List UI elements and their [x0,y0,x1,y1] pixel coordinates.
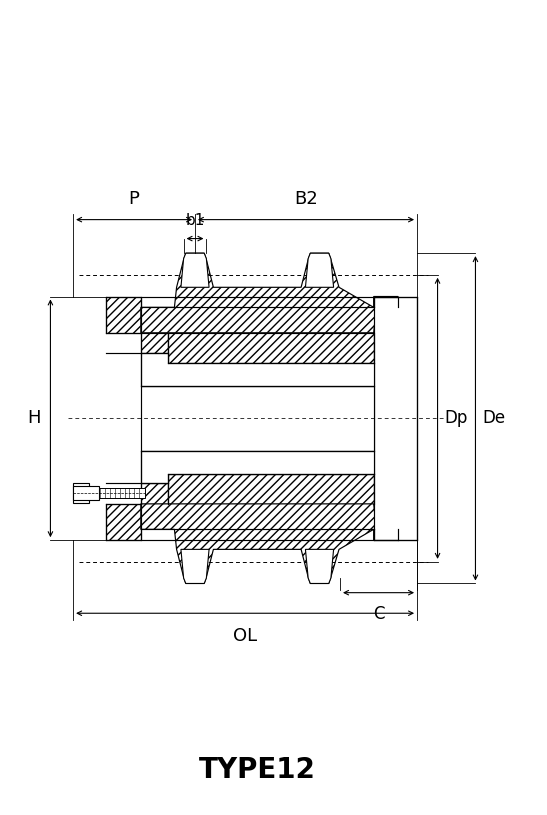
Text: P: P [129,190,139,208]
Text: Dp: Dp [444,409,468,427]
Polygon shape [305,253,334,288]
Polygon shape [141,385,374,451]
Polygon shape [168,474,374,504]
Polygon shape [141,354,374,385]
Text: b1: b1 [185,213,205,227]
Polygon shape [73,486,99,500]
Polygon shape [106,297,141,333]
Text: B2: B2 [294,190,318,208]
Polygon shape [374,297,417,540]
Polygon shape [106,504,141,540]
Text: C: C [373,605,385,623]
Polygon shape [73,483,89,503]
Text: H: H [27,409,40,427]
Text: TYPE12: TYPE12 [199,756,316,784]
Polygon shape [141,333,168,354]
Polygon shape [99,488,144,498]
Polygon shape [305,549,334,584]
Polygon shape [141,483,168,504]
Polygon shape [141,504,398,584]
Text: OL: OL [233,627,257,645]
Polygon shape [168,333,374,363]
Polygon shape [141,253,398,333]
Polygon shape [141,451,374,483]
Text: De: De [482,409,505,427]
Polygon shape [181,549,209,584]
Polygon shape [181,253,209,288]
